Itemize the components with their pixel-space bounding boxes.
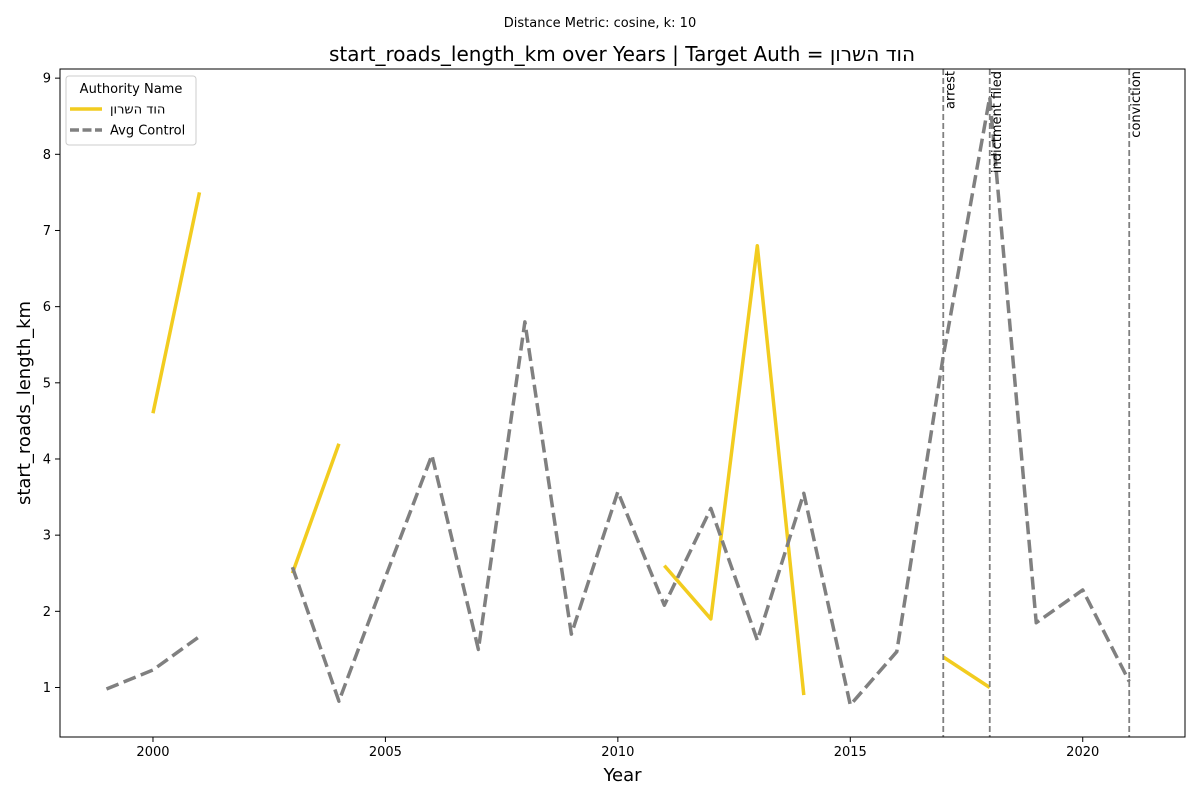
plot-area: [105, 69, 1131, 737]
y-tick-label: 9: [43, 72, 51, 87]
event-label: arrest: [943, 71, 958, 109]
series-line-0-segment-3: [942, 655, 991, 689]
y-tick-label: 8: [43, 148, 51, 163]
chart-title: start_roads_length_km over Years | Targe…: [329, 42, 915, 66]
event-label: conviction: [1129, 71, 1144, 138]
x-tick-label: 2015: [834, 745, 867, 760]
series-line-1-segment-0: [105, 635, 201, 691]
x-tick-label: 2000: [136, 745, 169, 760]
y-tick-label: 3: [43, 529, 51, 544]
legend-entry: הוד השרון: [110, 103, 165, 118]
chart-suptitle: Distance Metric: cosine, k: 10: [504, 16, 696, 31]
series-line-0-segment-1: [290, 443, 341, 574]
y-tick-label: 4: [43, 452, 51, 467]
legend-entry: Avg Control: [110, 124, 185, 139]
event-label: indictment filed: [990, 71, 1005, 173]
y-axis-label: start_roads_length_km: [14, 301, 35, 505]
series-line-0-segment-2: [663, 243, 806, 696]
y-tick-label: 1: [43, 681, 51, 696]
y-axis: 1 2 3 4 5 6 7 8 9: [43, 72, 60, 696]
y-tick-label: 2: [43, 605, 51, 620]
legend: Authority Name הוד השרון Avg Control: [65, 75, 197, 146]
x-tick-label: 2010: [601, 745, 634, 760]
plot-frame: [59, 68, 1186, 738]
x-tick-label: 2005: [369, 745, 402, 760]
legend-box: [65, 75, 197, 146]
y-tick-label: 6: [43, 300, 51, 315]
x-tick-label: 2020: [1066, 745, 1099, 760]
y-tick-label: 5: [43, 376, 51, 391]
legend-title: Authority Name: [80, 82, 183, 97]
series-line-0-segment-0: [151, 192, 202, 414]
x-axis-label: Year: [602, 765, 642, 786]
series-line-1-segment-1: [290, 95, 1131, 707]
y-tick-label: 7: [43, 224, 51, 239]
x-axis: 2000 2005 2010 2015 2020: [136, 737, 1099, 760]
